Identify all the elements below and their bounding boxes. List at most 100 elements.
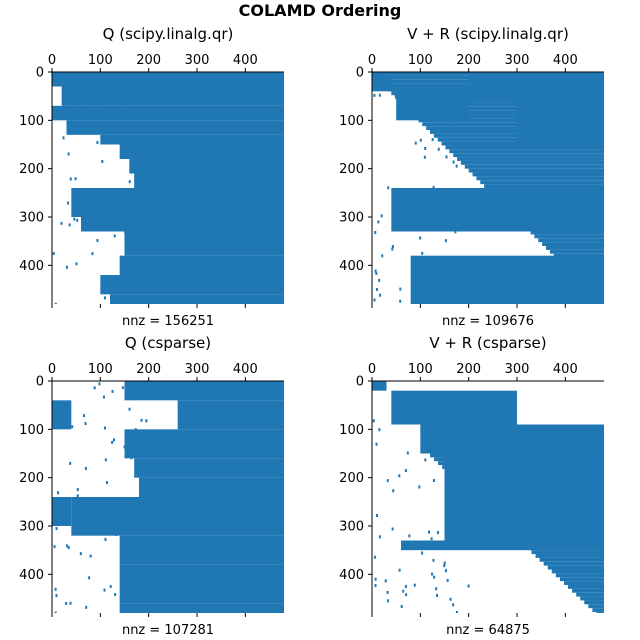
nonzero-entry [131,284,134,288]
nonzero-entry [399,287,402,291]
nonzero-entry [69,601,72,605]
nonzero-entry [461,500,464,504]
x-tick-label: 0 [368,53,376,68]
y-tick-label: 100 [19,114,44,129]
nonzero-block [410,110,604,115]
y-tick-label: 100 [339,114,364,129]
nonzero-entry [79,552,82,556]
nonzero-entry [52,517,55,521]
nonzero-entry [54,587,57,591]
nonzero-block [422,122,604,127]
y-tick-label: 400 [339,259,364,274]
nonzero-block [119,603,284,613]
nonzero-entry [103,296,106,300]
nonzero-entry [135,201,138,205]
nonzero-block [100,275,284,295]
nonzero-entry [421,251,424,255]
nonzero-entry [455,164,458,168]
panel-title: V + R (scipy.linalg.qr) [407,25,569,43]
y-tick-label: 300 [19,211,44,226]
y-tick-label: 0 [356,375,364,390]
y-tick-label: 400 [19,259,44,274]
nonzero-entry [57,491,60,495]
nonzero-entry [437,147,440,151]
y-tick-label: 0 [356,66,364,81]
nonzero-entry [419,236,422,240]
nonzero-entry [374,577,377,581]
nonzero-entry [128,407,131,411]
nonzero-entry [88,196,91,200]
nonzero-entry [109,584,112,588]
nonzero-entry [455,610,458,613]
nonzero-block [445,145,604,150]
nonzero-entry [104,537,107,541]
nonzero-entry [391,245,394,249]
nonzero-block [568,584,604,589]
y-tick-label: 200 [339,162,364,177]
nonzero-entry [374,584,377,588]
nonzero-entry [449,597,452,601]
x-tick-label: 100 [88,53,113,68]
nonzero-entry [121,149,124,153]
nonzero-entry [384,579,387,583]
nonzero-entry [467,584,470,588]
nonzero-block [576,592,604,597]
nonzero-entry [134,428,137,432]
nonzero-block [71,497,284,536]
nonzero-block [402,102,604,107]
nonzero-entry [378,278,381,282]
nonzero-block [534,234,604,239]
nonzero-entry [391,527,394,531]
nonzero-entry [60,515,63,519]
nonzero-block [542,242,604,246]
nonzero-entry [105,98,108,102]
nonzero-entry [123,103,126,107]
nonzero-entry [428,102,431,106]
nonzero-entry [373,93,376,97]
nonzero-entry [387,186,390,190]
nonzero-entry [378,428,381,432]
nonzero-entry [113,234,116,238]
nonzero-block [511,530,604,535]
nonzero-entry [52,252,55,256]
nonzero-block [391,188,604,232]
nonzero-entry [76,494,79,498]
nonzero-entry [141,526,144,530]
panel-2: V + R (scipy.linalg.qr) 0 100 200 300 400 0 100… [339,25,604,329]
nonzero-entry [423,155,426,159]
nonzero-entry [437,531,440,535]
nonzero-entry [91,252,94,256]
nonzero-entry [444,239,447,243]
nonzero-entry [398,474,401,478]
nonzero-entry [447,96,450,100]
nonzero-entry [400,604,403,608]
x-tick-label: 300 [185,362,210,377]
nonzero-entry [376,288,379,292]
nonzero-block [71,188,284,217]
nonzero-block [539,557,604,562]
nonzero-entry [74,177,77,181]
nonzero-block [449,149,604,154]
nonzero-block [503,523,604,527]
nonzero-block [134,458,284,478]
nonzero-entry [147,179,150,183]
nonzero-entry [121,386,124,390]
sparsity-pattern [372,72,604,304]
nonzero-entry [456,426,459,430]
nonzero-block [52,72,284,87]
nonzero-block [426,126,604,130]
y-tick-label: 300 [339,520,364,535]
nonzero-entry [379,293,382,297]
nonzero-block [124,231,284,256]
nonzero-entry [76,488,79,492]
nonzero-entry [65,544,68,548]
nonzero-entry [67,201,70,205]
nonzero-entry [450,454,453,458]
nonzero-entry [387,599,390,603]
nonzero-entry [443,561,446,565]
nonzero-entry [84,466,87,470]
nonzero-block [470,492,604,497]
nonzero-block [119,255,284,275]
nonzero-block [396,86,469,121]
